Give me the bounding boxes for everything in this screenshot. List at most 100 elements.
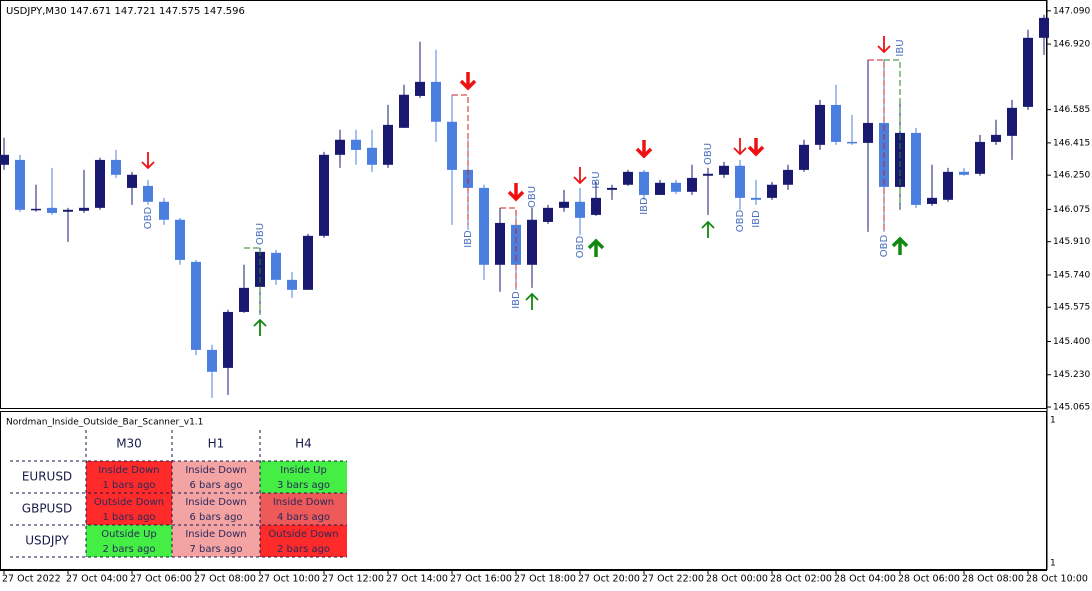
candle-body: [79, 207, 89, 211]
pattern-label: IBD: [463, 230, 474, 248]
cell-ago: 6 bars ago: [189, 480, 242, 491]
indicator-title: Nordman_Inside_Outside_Bar_Scanner_v1.1: [6, 418, 203, 428]
candle-body: [911, 132, 921, 205]
cell-state: Inside Down: [185, 497, 246, 508]
candle-body: [159, 201, 169, 220]
up-arrow: [525, 292, 539, 310]
candle-body: [303, 235, 313, 290]
x-tick-label: 27 Oct 18:00: [514, 574, 576, 585]
pattern-bracket: [884, 59, 901, 207]
candle-body: [351, 139, 361, 150]
candle-body: [671, 182, 681, 192]
scanner-cell: [260, 525, 347, 557]
up-arrow: [891, 236, 909, 255]
candle-body: [927, 197, 937, 204]
main-chart-frame: [0, 0, 1047, 409]
scanner-cell: [172, 461, 260, 493]
pattern-label: OBU: [255, 223, 266, 245]
cell-state: Inside Down: [273, 497, 334, 508]
y-tick-label: 145.065: [1053, 403, 1090, 413]
symbol-label: GBPUSD: [22, 502, 72, 516]
cell-ago: 2 bars ago: [277, 544, 330, 555]
candle-body: [207, 349, 217, 372]
cell-state: Outside Down: [94, 497, 164, 508]
candle-body: [0, 154, 9, 165]
up-arrow: [701, 220, 715, 238]
pattern-label: OBD: [879, 234, 890, 257]
pattern-bracket: [452, 94, 469, 225]
x-tick-label: 27 Oct 2022: [2, 574, 61, 585]
candle-body: [431, 81, 441, 122]
candle-body: [95, 159, 105, 208]
x-tick-label: 27 Oct 14:00: [386, 574, 448, 585]
symbol-label: USDJPY: [25, 534, 69, 548]
candle-body: [687, 177, 697, 192]
down-arrow: [573, 167, 587, 185]
scanner-cell: [260, 493, 347, 525]
candle-body: [511, 224, 521, 265]
down-arrow: [507, 183, 525, 202]
candle-body: [1039, 17, 1049, 38]
candle-body: [367, 147, 377, 165]
candle-body: [783, 169, 793, 185]
cell-state: Inside Down: [185, 529, 246, 540]
candle-body: [559, 201, 569, 208]
scanner-cell: [86, 525, 172, 557]
candle-body: [607, 187, 617, 190]
pattern-label: IBU: [591, 171, 602, 188]
pattern-label: IBD: [511, 291, 522, 309]
y-tick-label: 145.230: [1053, 370, 1090, 380]
pattern-label: IBD: [751, 210, 762, 228]
y-tick-label: 145.910: [1053, 237, 1090, 247]
indicator-scale-label: 1: [1050, 416, 1056, 426]
candle-body: [991, 134, 1001, 142]
pattern-label: IBU: [895, 39, 906, 56]
scanner-cell: [86, 493, 172, 525]
candle-body: [895, 132, 905, 187]
candle-body: [847, 141, 857, 144]
candle-body: [111, 159, 121, 175]
y-tick-label: 145.575: [1053, 303, 1090, 313]
x-tick-label: 27 Oct 22:00: [642, 574, 704, 585]
x-tick-label: 28 Oct 02:00: [770, 574, 832, 585]
timeframe-header: M30: [116, 437, 142, 451]
pattern-label: OBD: [575, 235, 586, 258]
scanner-cell: [172, 525, 260, 557]
candle-body: [1007, 107, 1017, 136]
down-arrow: [141, 152, 155, 170]
cell-ago: 4 bars ago: [277, 512, 330, 523]
candle-body: [271, 252, 281, 280]
candle-body: [735, 165, 745, 198]
cell-state: Inside Down: [185, 465, 246, 476]
candle-body: [543, 207, 553, 222]
down-arrow: [733, 138, 747, 156]
candle-body: [335, 139, 345, 155]
candle-body: [623, 171, 633, 185]
pattern-bracket: [244, 247, 261, 315]
x-tick-label: 27 Oct 16:00: [450, 574, 512, 585]
cell-ago: 7 bars ago: [189, 544, 242, 555]
y-tick-label: 146.250: [1053, 171, 1090, 181]
candle-body: [655, 182, 665, 195]
candle-body: [527, 219, 537, 265]
candle-body: [767, 184, 777, 198]
candle-body: [959, 171, 969, 175]
x-tick-label: 27 Oct 12:00: [322, 574, 384, 585]
chart-title: USDJPY,M30 147.671 147.721 147.575 147.5…: [6, 6, 245, 17]
scanner-cell: [86, 461, 172, 493]
up-arrow: [587, 238, 605, 257]
candle-body: [639, 171, 649, 195]
cell-ago: 2 bars ago: [102, 544, 155, 555]
cell-ago: 6 bars ago: [189, 512, 242, 523]
down-arrow: [635, 140, 653, 159]
candle-body: [799, 144, 809, 170]
down-arrow: [877, 36, 891, 54]
candle-body: [175, 219, 185, 260]
cell-ago: 1 bars ago: [102, 512, 155, 523]
candle-body: [575, 201, 585, 218]
candle-body: [447, 121, 457, 170]
pattern-bracket: [868, 59, 885, 232]
x-tick-label: 28 Oct 06:00: [898, 574, 960, 585]
pattern-label: OBU: [703, 143, 714, 165]
